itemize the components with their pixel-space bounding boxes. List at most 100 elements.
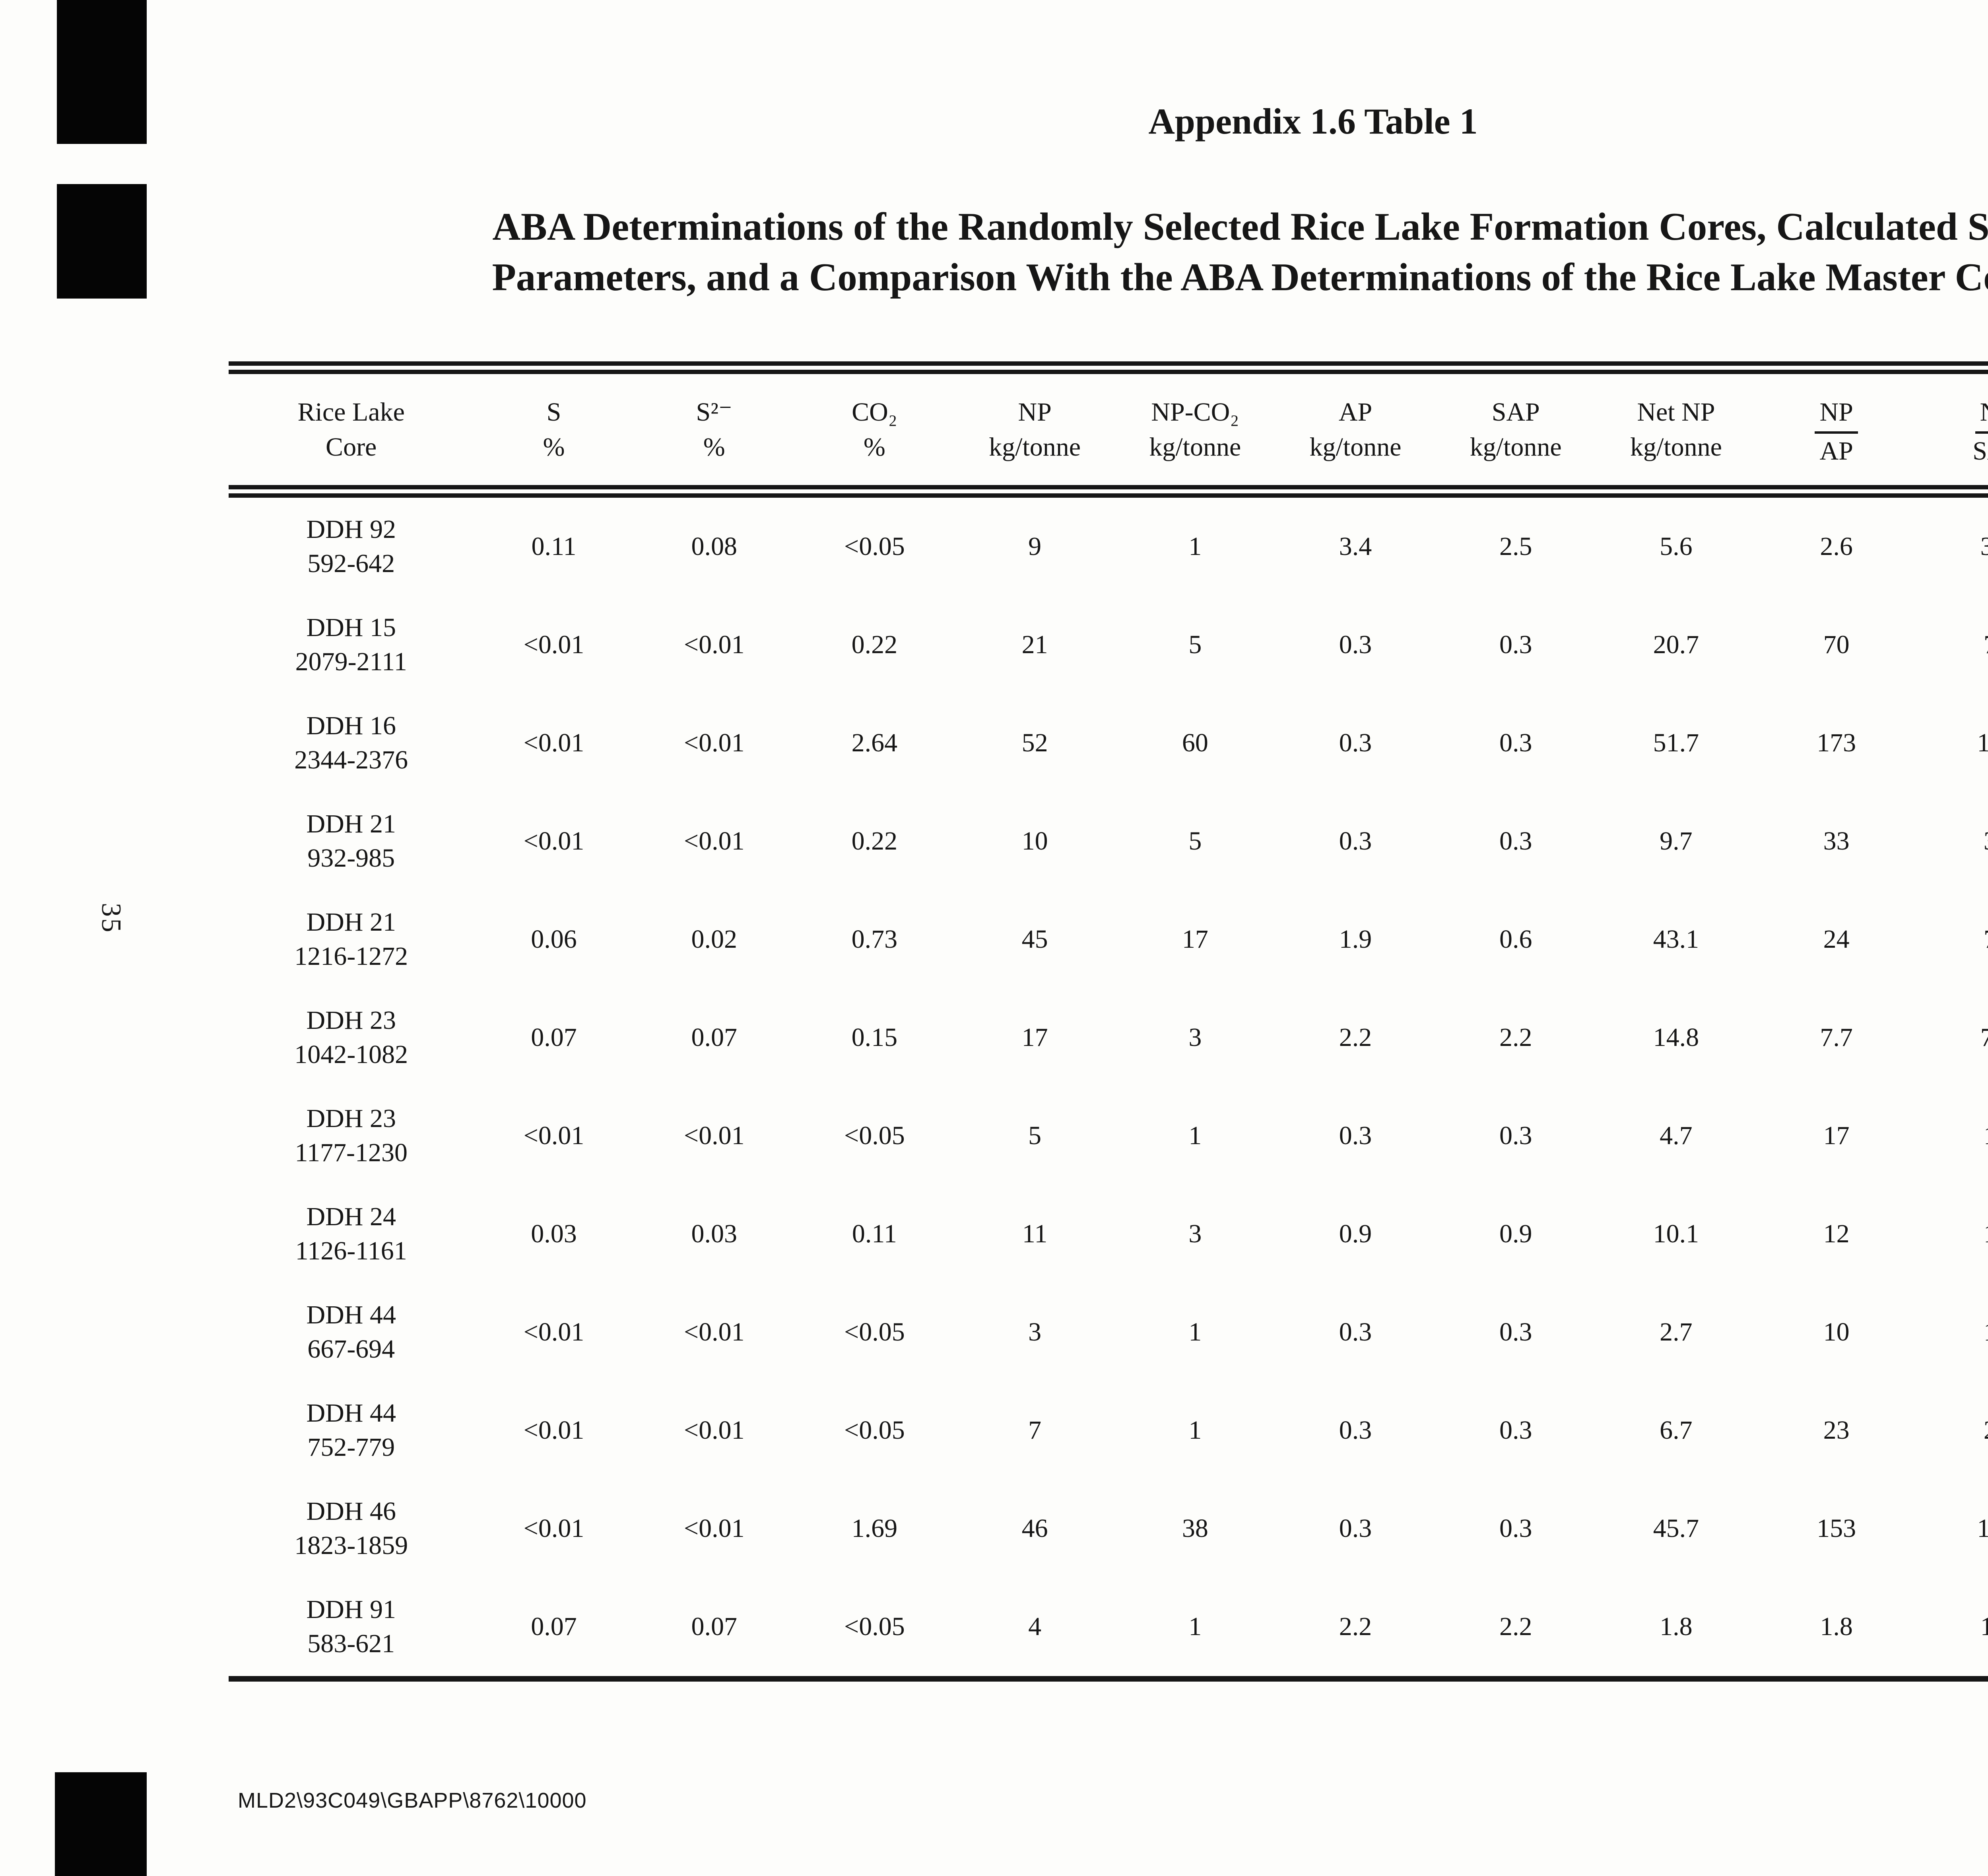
value-cell: <0.01 (683, 728, 745, 757)
value-cell: 0.3 (1339, 728, 1372, 757)
column-unit: SAP (1972, 436, 1988, 466)
column-header-4: NP kg/tonne (955, 368, 1115, 491)
value-cell: 0.6 (1499, 924, 1532, 954)
column-label: S (474, 395, 634, 429)
value-cell: 1 (1188, 1317, 1202, 1346)
column-label: AP (1275, 395, 1435, 429)
column-unit: kg/tonne (1470, 432, 1562, 462)
core-interval: 752-779 (307, 1433, 395, 1462)
value-cell: 0.3 (1499, 826, 1532, 856)
value-cell: 23 (1823, 1415, 1850, 1445)
column-unit: % (863, 432, 885, 462)
value-cell: 0.3 (1499, 1121, 1532, 1150)
table-title-line1: ABA Determinations of the Randomly Selec… (492, 205, 1988, 248)
scan-artifact-bottom-left (55, 1772, 147, 1876)
value-cell: 33 (1916, 792, 1988, 890)
core-name: DDH 44 (306, 1399, 396, 1428)
value-cell: 0.9 (1339, 1219, 1372, 1248)
column-label-text: NP (1815, 395, 1858, 434)
value-cell: 2.7 (1660, 1317, 1693, 1346)
column-header-6: AP kg/tonne (1275, 368, 1435, 491)
value-cell: 0.3 (1499, 728, 1532, 757)
core-name: DDH 15 (306, 613, 396, 642)
column-header-8: Net NP kg/tonne (1596, 368, 1756, 491)
core-id-cell: DDH 24 1126-1161 (229, 1185, 474, 1283)
value-cell: 10 (1916, 1283, 1988, 1381)
core-id-cell: DDH 91 583-621 (229, 1578, 474, 1679)
value-cell: 1 (1188, 532, 1202, 561)
column-header-9: NP AP (1756, 368, 1916, 491)
core-id-cell: DDH 23 1042-1082 (229, 989, 474, 1087)
column-label-text: NP-CO₂ (1151, 398, 1239, 427)
core-interval: 932-985 (307, 844, 395, 873)
value-cell: <0.01 (523, 728, 584, 757)
value-cell: 0.3 (1339, 1121, 1372, 1150)
value-cell: 21 (1021, 630, 1048, 659)
column-header-1: S% (474, 368, 634, 491)
table-row: DDH 21 932-985 <0.01 <0.01 0.22 10 5 0.3 0.3 9.7 3… (229, 792, 1988, 890)
value-cell: 0.03 (531, 1219, 577, 1248)
value-cell: 0.07 (531, 1612, 577, 1641)
column-label: Net NP (1596, 395, 1756, 429)
value-cell: 3 (1188, 1219, 1202, 1248)
value-cell: 12 (1823, 1219, 1850, 1248)
core-name: DDH 24 (306, 1202, 396, 1232)
value-cell: 0.11 (852, 1219, 897, 1248)
value-cell: <0.05 (844, 1317, 905, 1346)
value-cell: <0.01 (683, 826, 745, 856)
scan-artifact-top-left-2 (57, 184, 147, 299)
value-cell: 0.3 (1339, 1513, 1372, 1543)
value-cell: 1.8 (1820, 1612, 1853, 1641)
table-title-line2: Parameters, and a Comparison With the AB… (492, 255, 1988, 299)
value-cell: <0.01 (683, 1121, 745, 1150)
column-label-text: NP (1018, 398, 1052, 427)
value-cell: 0.3 (1339, 826, 1372, 856)
column-unit: kg/tonne (989, 432, 1081, 462)
value-cell: <0.01 (523, 1513, 584, 1543)
value-cell: 1 (1188, 1121, 1202, 1150)
core-id-cell: DDH 21 932-985 (229, 792, 474, 890)
value-cell: 10.1 (1653, 1219, 1699, 1248)
value-cell: 0.3 (1499, 1513, 1532, 1543)
core-name: DDH 92 (306, 515, 396, 544)
value-cell: <0.05 (844, 1121, 905, 1150)
value-cell: 17 (1021, 1022, 1048, 1052)
value-cell: 6.7 (1660, 1415, 1693, 1445)
core-id-cell: DDH 21 1216-1272 (229, 890, 474, 989)
value-cell: <0.01 (683, 1513, 745, 1543)
value-cell: <0.05 (844, 532, 905, 561)
core-id-cell: DDH 92 592-642 (229, 491, 474, 596)
table-row: DDH 91 583-621 0.07 0.07 <0.05 4 1 2.2 2.2 1.8 1.8… (229, 1578, 1988, 1679)
value-cell: 1 (1188, 1612, 1202, 1641)
value-cell: 0.3 (1499, 630, 1532, 659)
value-cell: <0.01 (523, 826, 584, 856)
core-name: DDH 21 (306, 809, 396, 839)
table-row: DDH 23 1177-1230 <0.01 <0.01 <0.05 5 1 0.3 0.3 4.… (229, 1087, 1988, 1185)
value-cell: 10 (1021, 826, 1048, 856)
value-cell: 5 (1188, 630, 1202, 659)
core-name: DDH 44 (306, 1300, 396, 1330)
value-cell: 153 (1977, 1513, 1988, 1543)
value-cell: 52 (1021, 728, 1048, 757)
value-cell: 51.7 (1653, 728, 1699, 757)
core-interval: 1042-1082 (294, 1040, 408, 1069)
core-name: DDH 21 (306, 908, 396, 937)
value-cell: 17 (1182, 924, 1208, 954)
value-cell: 0.22 (851, 630, 898, 659)
core-interval: 1823-1859 (294, 1531, 408, 1560)
value-cell: 12 (1916, 1185, 1988, 1283)
value-cell: 14.8 (1653, 1022, 1699, 1052)
column-header-2: S²⁻% (634, 368, 794, 491)
value-cell: 1.9 (1339, 924, 1372, 954)
core-name: DDH 16 (306, 711, 396, 741)
value-cell: 2.2 (1499, 1022, 1532, 1052)
core-id-cell: DDH 44 667-694 (229, 1283, 474, 1381)
core-name: DDH 23 (306, 1104, 396, 1133)
column-unit: % (543, 432, 565, 462)
value-cell: 0.07 (691, 1612, 737, 1641)
value-cell: 0.3 (1499, 1317, 1532, 1346)
value-cell: 0.3 (1339, 1317, 1372, 1346)
value-cell: 17 (1823, 1121, 1850, 1150)
value-cell: 7 (1028, 1415, 1042, 1445)
